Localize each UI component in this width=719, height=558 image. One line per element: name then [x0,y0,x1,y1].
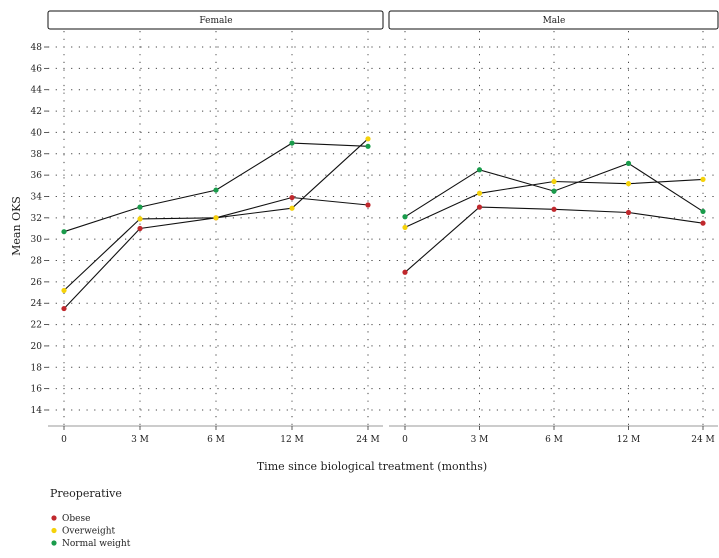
data-point-obese [625,209,632,216]
x-tick-label: 12 M [280,435,304,445]
y-tick-label: 30 [31,235,43,245]
data-point-normal-weight [137,204,143,210]
data-point-obese [402,269,408,275]
x-tick-label: 6 M [207,435,225,445]
panel-strip [388,10,719,30]
data-point-obese [137,225,143,232]
data-point-overweight [365,136,371,142]
legend: Preoperative Obese Overweight Normal weigh… [50,487,131,549]
y-tick-label: 36 [31,171,43,181]
series-line-overweight [404,178,704,228]
y-tick-label: 14 [31,406,43,416]
data-point-obese [365,202,371,208]
x-tick-label: 12 M [617,435,641,445]
legend-key [51,540,57,546]
data-point-overweight [137,216,143,222]
x-axis: 0 3 M 6 M 12 M 24 M [389,425,718,445]
y-tick-label: 22 [31,321,42,331]
y-tick-label: 26 [31,278,43,288]
x-tick-label: 6 M [545,435,563,445]
y-tick-label: 38 [31,150,43,160]
grid [48,31,383,426]
x-axis-title: Time since biological treatment (months) [257,460,487,473]
data-point-overweight [61,287,67,294]
data-point-overweight [289,205,295,211]
y-tick-label: 32 [31,214,42,224]
data-point-normal-weight [289,140,295,146]
legend-key [51,515,57,521]
data-point-normal-weight [402,214,408,220]
panel-female: Female 0 3 M 6 M 12 M 24 M [47,10,384,445]
y-tick-label: 46 [31,64,43,74]
data-point-overweight [476,190,483,196]
data-point-normal-weight [625,160,632,166]
panel-male: Male 0 3 M 6 M 12 M 24 M [388,10,719,445]
panel-strip [47,10,384,30]
data-point-normal-weight [700,208,706,215]
data-point-overweight [700,176,706,182]
data-point-normal-weight [61,229,67,235]
data-point-obese [289,194,295,201]
y-tick-label: 24 [31,299,43,309]
x-tick-label: 3 M [131,435,149,445]
legend-title: Preoperative [50,487,122,500]
x-axis: 0 3 M 6 M 12 M 24 M [48,425,383,445]
y-tick-label: 34 [31,192,43,202]
data-point-overweight [625,181,632,187]
data-point-normal-weight [551,188,557,194]
data-point-overweight [213,215,219,221]
data-point-overweight [402,224,408,231]
x-tick-label: 24 M [691,435,715,445]
y-tick-label: 44 [31,86,43,96]
y-tick-label: 40 [31,128,43,138]
x-tick-label: 0 [402,435,408,445]
data-point-obese [551,206,557,212]
series-line-obese [63,196,369,309]
y-tick-label: 48 [31,43,43,53]
data-point-obese [61,305,67,312]
data-point-obese [700,220,706,226]
data-point-normal-weight [213,187,219,193]
y-tick-label: 28 [31,257,43,267]
y-axis-title: Mean OKS [10,196,23,256]
data-point-normal-weight [476,167,483,173]
panel-strip-title: Male [543,16,566,26]
legend-entry: Overweight [62,527,116,537]
x-tick-label: 24 M [356,435,380,445]
legend-entry: Normal weight [62,539,131,549]
panels-layer: Female 0 3 M 6 M 12 M 24 M Male 0 3 M 6 M 12 M 24 M [47,10,719,445]
y-axis: 14 16 18 20 22 24 26 28 30 32 34 36 38 40 42 44 46 48 [31,43,48,416]
grid [389,31,718,426]
legend-key [51,527,57,534]
series-line-overweight [63,138,369,291]
panel-strip-title: Female [199,16,232,26]
data-point-obese [476,204,483,210]
data-point-normal-weight [365,143,371,149]
legend-entry: Obese [62,514,90,524]
y-tick-label: 16 [31,385,43,395]
data-point-overweight [551,178,557,185]
x-tick-label: 3 M [471,435,489,445]
y-tick-label: 18 [31,363,43,373]
x-tick-label: 0 [61,435,67,445]
y-tick-label: 42 [31,107,42,117]
y-tick-label: 20 [31,342,43,352]
